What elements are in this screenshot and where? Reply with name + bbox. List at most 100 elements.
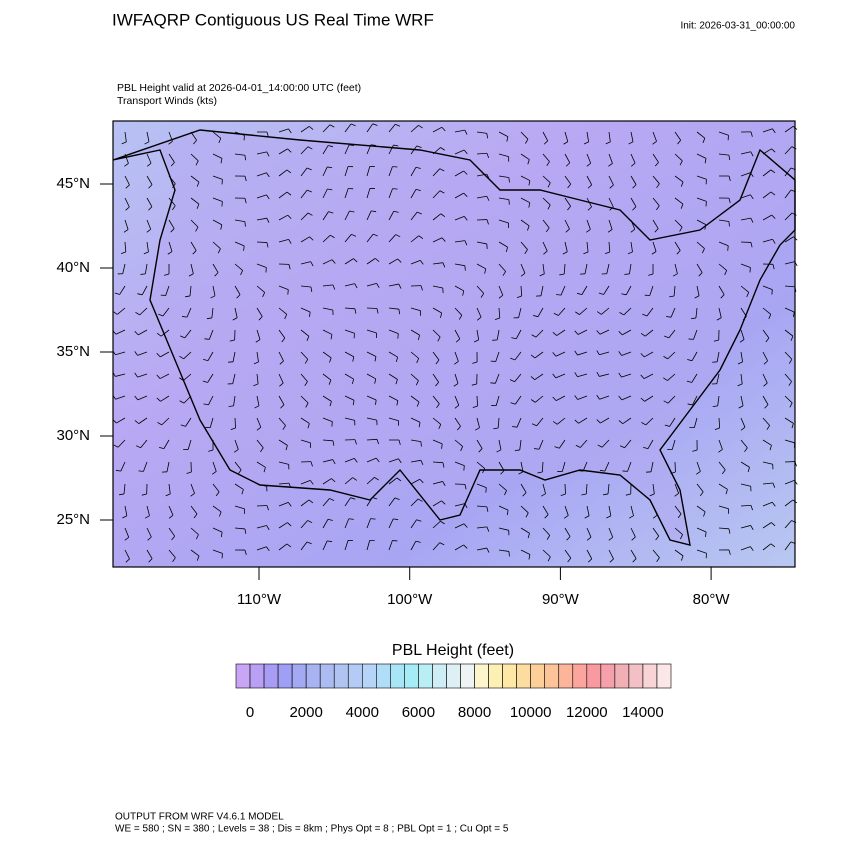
wind-barb xyxy=(630,162,636,167)
wind-barb xyxy=(696,471,701,475)
wind-barb xyxy=(410,478,420,485)
wind-barb xyxy=(486,153,490,159)
wind-barb xyxy=(322,307,333,311)
wind-barb xyxy=(322,478,332,485)
wind-barb xyxy=(415,380,419,386)
wind-barb xyxy=(520,175,531,181)
wind-barb xyxy=(670,307,676,318)
wind-barb xyxy=(306,167,312,171)
wind-barb xyxy=(622,417,632,424)
wind-barb xyxy=(457,426,461,431)
wind-barb xyxy=(555,395,566,401)
wind-barb xyxy=(123,229,129,233)
wind-barb xyxy=(170,228,175,233)
wind-barb xyxy=(728,155,731,161)
wind-barb xyxy=(498,461,505,471)
wind-barb xyxy=(515,329,522,339)
wind-barb xyxy=(441,127,446,132)
wind-barb xyxy=(687,403,693,406)
wind-barb xyxy=(374,477,379,481)
wind-barb xyxy=(212,263,219,273)
wind-barb xyxy=(432,307,442,314)
wind-barb xyxy=(278,214,288,221)
wind-barb xyxy=(188,273,194,277)
wind-barb xyxy=(330,334,333,340)
wind-barb xyxy=(652,549,660,558)
wind-barb xyxy=(432,329,441,338)
wind-barb xyxy=(120,461,126,472)
wind-barb xyxy=(762,522,772,529)
wind-barb xyxy=(564,175,572,185)
wind-barb xyxy=(146,175,153,185)
wind-barb xyxy=(300,307,311,313)
wind-barb xyxy=(567,205,571,211)
wind-barb xyxy=(366,258,376,265)
wind-barb xyxy=(784,479,795,485)
wind-barb xyxy=(511,337,517,340)
wind-barb xyxy=(234,241,245,247)
wind-barb xyxy=(415,540,421,543)
wind-barb xyxy=(208,449,214,452)
wind-barb xyxy=(564,197,571,207)
wind-barb xyxy=(718,241,729,247)
wind-barb xyxy=(114,292,120,295)
wind-barb xyxy=(288,482,292,488)
wind-barb xyxy=(674,175,684,183)
wind-barb xyxy=(484,268,487,274)
wind-barb xyxy=(762,461,773,465)
wind-barb xyxy=(497,417,500,428)
wind-barb xyxy=(122,263,126,274)
colorbar-box xyxy=(291,663,307,689)
colorbar-box xyxy=(277,663,293,689)
wind-barb xyxy=(211,307,214,318)
wind-barb xyxy=(145,263,148,274)
wind-barb xyxy=(156,353,161,358)
wind-barb xyxy=(656,205,660,211)
wind-barbs xyxy=(112,123,798,563)
wind-barb xyxy=(601,439,610,448)
wind-barb xyxy=(560,493,566,496)
wind-barb xyxy=(508,177,510,183)
wind-barb xyxy=(625,493,631,496)
wind-barb xyxy=(366,477,375,485)
wind-barb xyxy=(454,263,465,267)
wind-barb xyxy=(663,400,669,404)
wind-barb xyxy=(577,329,588,335)
wind-barb xyxy=(278,169,288,177)
wind-barb xyxy=(621,395,632,401)
colorbar-box xyxy=(390,663,405,689)
wind-barb xyxy=(375,399,377,406)
wind-barb xyxy=(366,497,373,507)
wind-barb xyxy=(463,523,468,528)
wind-barb xyxy=(527,533,530,539)
wind-barb xyxy=(784,351,793,360)
wind-barb xyxy=(621,373,632,378)
wind-barb xyxy=(496,329,500,340)
wind-barb xyxy=(158,313,164,317)
wind-barb xyxy=(115,469,121,472)
wind-barb xyxy=(596,419,601,424)
wind-barb xyxy=(119,285,126,295)
wind-barb xyxy=(410,167,417,177)
wind-barb xyxy=(552,421,558,425)
wind-barb xyxy=(560,285,566,296)
wind-barb xyxy=(552,352,557,357)
wind-barb xyxy=(579,307,588,315)
wind-barb xyxy=(599,395,610,400)
wind-barb xyxy=(650,461,654,472)
wind-barb xyxy=(168,219,175,229)
wind-barb xyxy=(762,238,773,243)
wind-barb xyxy=(432,126,443,133)
lon-tick-label: 80°W xyxy=(693,591,731,608)
wind-barb xyxy=(304,381,308,386)
wind-barb xyxy=(233,395,236,406)
wind-barb xyxy=(652,153,659,163)
wind-barb xyxy=(305,402,309,408)
wind-barb xyxy=(542,527,551,536)
wind-barb xyxy=(596,311,602,315)
wind-barb xyxy=(663,355,668,360)
wind-barb xyxy=(332,284,336,290)
wind-barb xyxy=(608,163,613,167)
wind-barb xyxy=(256,241,268,243)
wind-barb xyxy=(116,417,126,424)
